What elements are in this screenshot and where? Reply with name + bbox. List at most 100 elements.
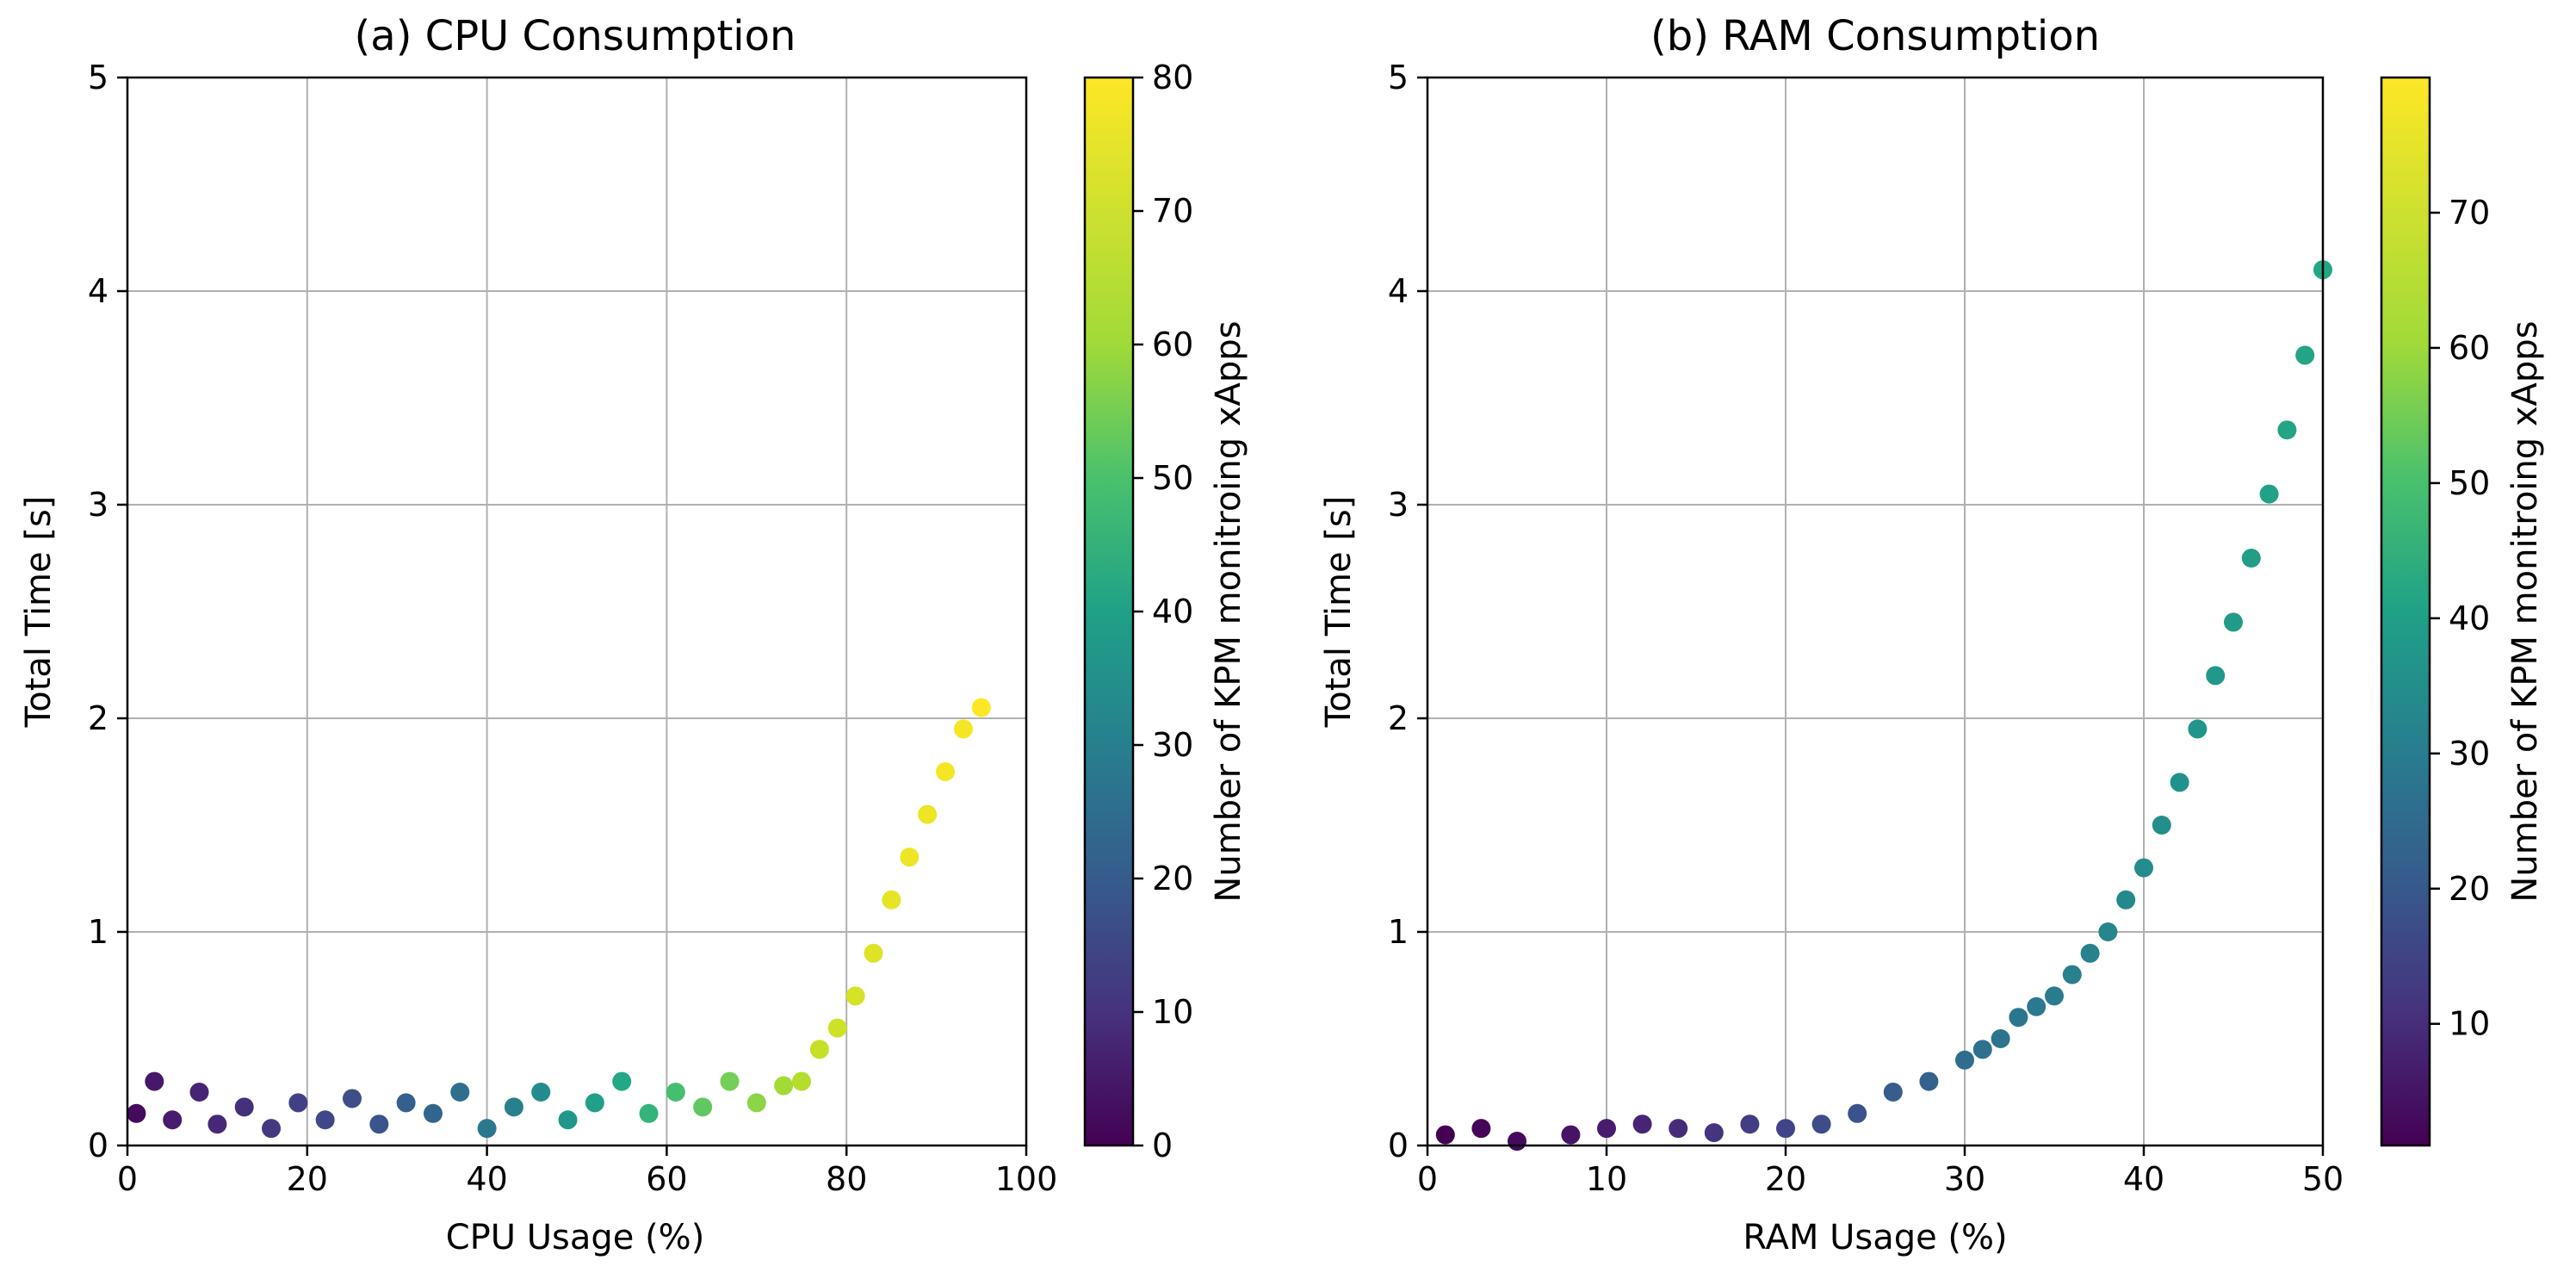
colorbar-tick-label: 10 xyxy=(2449,1005,2490,1043)
data-point xyxy=(2134,858,2153,878)
data-point xyxy=(1848,1103,1867,1123)
data-point xyxy=(918,804,938,824)
y-tick-label: 5 xyxy=(88,59,108,96)
data-point xyxy=(163,1110,183,1130)
data-point xyxy=(423,1103,443,1123)
data-point xyxy=(2098,922,2118,941)
y-tick-label: 5 xyxy=(1388,59,1409,96)
data-point xyxy=(1669,1119,1688,1139)
data-point xyxy=(827,1018,847,1038)
data-point xyxy=(2259,484,2279,504)
data-point xyxy=(666,1083,685,1102)
x-tick-label: 100 xyxy=(995,1160,1058,1198)
data-point xyxy=(792,1071,811,1091)
data-point xyxy=(1704,1123,1724,1143)
data-point xyxy=(1811,1114,1831,1134)
data-point xyxy=(145,1071,164,1091)
data-point xyxy=(936,762,956,781)
chart-title: (b) RAM Consumption xyxy=(1650,12,2100,60)
data-point xyxy=(864,943,883,963)
colorbar-tick-label: 50 xyxy=(1152,459,1193,497)
data-point xyxy=(1471,1119,1491,1139)
colorbar-tick-label: 70 xyxy=(1152,192,1193,230)
data-point xyxy=(1776,1119,1795,1139)
data-point xyxy=(2045,986,2064,1006)
data-point xyxy=(882,890,901,910)
x-tick-label: 40 xyxy=(466,1160,507,1198)
chart-title: (a) CPU Consumption xyxy=(355,12,796,60)
x-tick-label: 60 xyxy=(646,1160,687,1198)
y-axis-label: Total Time [s] xyxy=(19,496,59,729)
data-point xyxy=(809,1040,829,1059)
data-point xyxy=(2224,612,2243,632)
data-point xyxy=(2295,345,2315,365)
data-point xyxy=(369,1114,389,1134)
colorbar-label: Number of KPM monitroing xApps xyxy=(1209,320,1248,902)
data-point xyxy=(639,1103,659,1123)
colorbar-tick-label: 20 xyxy=(1152,860,1193,897)
x-axis-label: RAM Usage (%) xyxy=(1743,1218,2007,1257)
data-point xyxy=(2241,549,2261,568)
x-tick-label: 10 xyxy=(1586,1160,1627,1198)
colorbar-tick-label: 70 xyxy=(2449,194,2490,232)
data-point xyxy=(1632,1114,1652,1134)
y-tick-label: 2 xyxy=(88,699,108,737)
data-point xyxy=(1883,1083,1903,1102)
data-point xyxy=(315,1110,335,1130)
data-point xyxy=(1435,1125,1455,1145)
x-tick-label: 0 xyxy=(1417,1160,1438,1198)
data-point xyxy=(2277,420,2297,440)
colorbar-tick-label: 0 xyxy=(1152,1127,1173,1164)
data-point xyxy=(531,1083,551,1102)
data-point xyxy=(127,1103,146,1123)
colorbar xyxy=(2380,76,2431,1147)
data-point xyxy=(2027,997,2047,1016)
data-point xyxy=(971,698,991,717)
data-point xyxy=(343,1089,362,1108)
data-point xyxy=(585,1093,604,1113)
data-point xyxy=(396,1093,416,1113)
data-point xyxy=(1508,1132,1526,1152)
colorbar-tick-label: 20 xyxy=(2449,870,2490,908)
colorbar-tick-label: 30 xyxy=(2449,735,2490,773)
data-point xyxy=(845,986,865,1006)
colorbar-tick-label: 50 xyxy=(2449,464,2490,502)
data-point xyxy=(2152,816,2171,835)
plot-frame xyxy=(126,76,1028,1147)
data-point xyxy=(558,1110,578,1130)
y-tick-label: 3 xyxy=(88,486,108,524)
x-tick-label: 80 xyxy=(826,1160,867,1198)
x-tick-label: 50 xyxy=(2302,1160,2344,1198)
colorbar-tick-label: 10 xyxy=(1152,993,1193,1031)
data-point xyxy=(2062,965,2082,984)
colorbar-tick-label: 60 xyxy=(1152,326,1193,363)
x-tick-label: 40 xyxy=(2123,1160,2164,1198)
data-point xyxy=(450,1083,470,1102)
x-tick-label: 20 xyxy=(287,1160,328,1198)
ram-consumption-panel: (b) RAM Consumption 0 10 20 30 40 50 0 1 2 3 4 5 R… xyxy=(1319,12,2545,1257)
data-point xyxy=(953,719,973,739)
data-point xyxy=(774,1076,794,1096)
data-point xyxy=(693,1097,713,1117)
data-point xyxy=(2080,943,2100,963)
data-point xyxy=(1740,1114,1760,1134)
x-tick-label: 0 xyxy=(117,1160,138,1198)
data-point xyxy=(504,1097,523,1117)
cpu-consumption-panel: (a) CPU Consumption 0 20 40 60 80 100 012345 … xyxy=(19,12,1248,1257)
y-axis-label: Total Time [s] xyxy=(1319,496,1359,729)
data-point xyxy=(262,1119,282,1139)
plot-frame xyxy=(1426,76,2325,1147)
data-point xyxy=(2116,890,2136,910)
data-point xyxy=(720,1071,740,1091)
data-point xyxy=(746,1093,766,1113)
data-point xyxy=(189,1083,209,1102)
data-point xyxy=(1597,1119,1616,1139)
colorbar-tick-label: 40 xyxy=(2449,599,2490,637)
data-point xyxy=(207,1114,227,1134)
colorbar-tick-label: 40 xyxy=(1152,593,1193,630)
data-point xyxy=(2009,1008,2028,1028)
colorbar xyxy=(1083,76,1135,1147)
x-tick-label: 20 xyxy=(1765,1160,1806,1198)
data-point xyxy=(477,1119,497,1139)
